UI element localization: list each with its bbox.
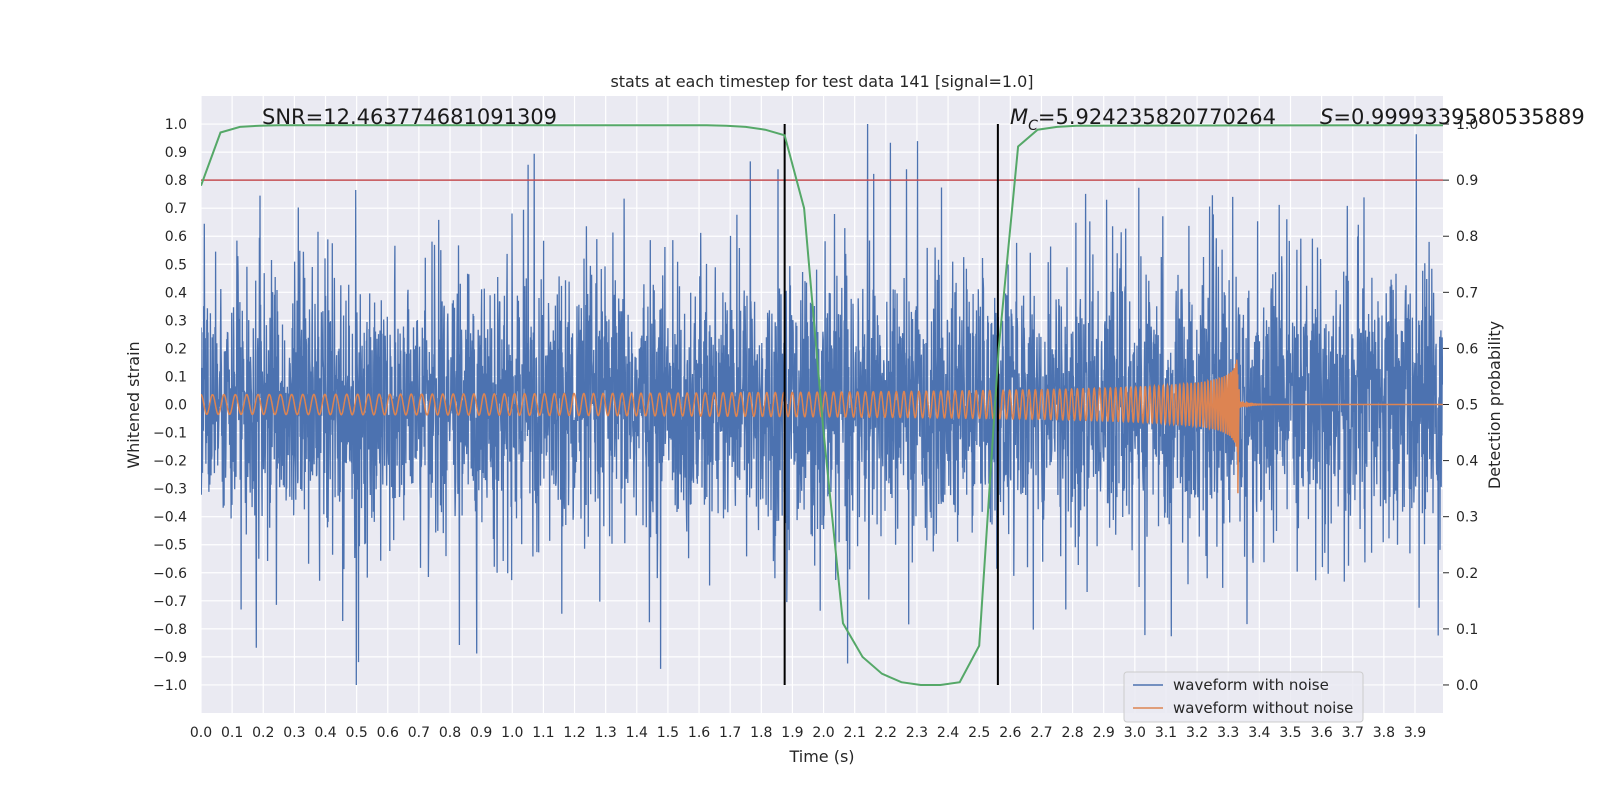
x-tick-label: 3.4 <box>1248 725 1270 741</box>
x-tick-label: 2.6 <box>999 725 1021 741</box>
y2-tick-label: 0.1 <box>1456 622 1478 638</box>
x-tick-label: 0.6 <box>377 725 399 741</box>
y-tick-label: −1.0 <box>153 678 187 694</box>
x-tick-label: 3.5 <box>1279 725 1301 741</box>
x-tick-label: 0.8 <box>439 725 461 741</box>
x-tick-label: 1.6 <box>688 725 710 741</box>
y-tick-label: −0.6 <box>153 566 187 582</box>
y-tick-label: −0.8 <box>153 622 187 638</box>
legend-box <box>1123 671 1364 723</box>
x-tick-label: 1.7 <box>719 725 741 741</box>
x-tick-label: 2.8 <box>1061 725 1083 741</box>
y-tick-label: 0.4 <box>165 285 187 301</box>
y-tick-label: −0.2 <box>153 454 187 470</box>
x-tick-label: 3.2 <box>1186 725 1208 741</box>
legend: waveform with noise waveform without noi… <box>1123 671 1364 723</box>
x-tick-label: 1.4 <box>626 725 648 741</box>
x-tick-label: 0.7 <box>408 725 430 741</box>
x-tick-label: 3.0 <box>1124 725 1146 741</box>
y-axis-ticks: 1.0 0.9 0.8 0.7 0.6 0.5 0.4 0.3 0.2 0.1 0.0 −0.1 −0.… <box>153 117 187 694</box>
y2-tick-label: 0.8 <box>1456 229 1478 245</box>
legend-label-noisy: waveform with noise <box>1173 676 1329 694</box>
y-tick-label: 0.3 <box>165 313 187 329</box>
y-tick-label: 0.2 <box>165 341 187 357</box>
snr-annotation: SNR=12.463774681091309 <box>262 105 557 129</box>
x-axis-label: Time (s) <box>788 747 854 766</box>
chart-title: stats at each timestep for test data 141… <box>610 72 1033 91</box>
x-tick-label: 0.5 <box>346 725 368 741</box>
x-tick-label: 2.4 <box>937 725 959 741</box>
x-tick-label: 2.2 <box>875 725 897 741</box>
y-tick-label: −0.5 <box>153 538 187 554</box>
x-tick-label: 0.3 <box>283 725 305 741</box>
x-tick-label: 2.9 <box>1093 725 1115 741</box>
y2-tick-label: 0.6 <box>1456 341 1478 357</box>
y2-axis-label: Detection probability <box>1485 321 1504 489</box>
y-tick-label: 0.9 <box>165 145 187 161</box>
y-tick-label: 0.7 <box>165 201 187 217</box>
y-tick-label: 0.5 <box>165 257 187 273</box>
x-tick-label: 2.5 <box>968 725 990 741</box>
x-tick-label: 0.0 <box>190 725 212 741</box>
x-tick-label: 0.4 <box>314 725 336 741</box>
x-tick-label: 1.9 <box>781 725 803 741</box>
chirp-mass-value: =5.924235820770264 <box>1038 105 1276 129</box>
y2-tick-label: 0.0 <box>1456 678 1478 694</box>
y-tick-label: 0.0 <box>165 398 187 414</box>
x-tick-label: 1.2 <box>563 725 585 741</box>
overlay <box>201 124 1443 686</box>
y-tick-label: −0.1 <box>153 426 187 442</box>
y2-tick-label: 0.7 <box>1456 285 1478 301</box>
x-tick-label: 1.1 <box>532 725 554 741</box>
series-waveform-with-noise <box>201 123 1443 686</box>
x-tick-label: 0.9 <box>470 725 492 741</box>
x-tick-label: 2.0 <box>812 725 834 741</box>
x-tick-label: 3.6 <box>1310 725 1332 741</box>
x-tick-label: 2.1 <box>844 725 866 741</box>
y-tick-label: −0.9 <box>153 650 187 666</box>
y2-tick-label: 0.5 <box>1456 398 1478 414</box>
x-tick-label: 0.2 <box>252 725 274 741</box>
chirp-mass-symbol: M <box>1010 105 1028 129</box>
y-tick-label: 0.6 <box>165 229 187 245</box>
x-tick-label: 2.3 <box>906 725 928 741</box>
detection-probability-line <box>201 124 1443 686</box>
y-tick-label: 1.0 <box>165 117 187 133</box>
x-tick-label: 1.3 <box>595 725 617 741</box>
x-tick-label: 3.3 <box>1217 725 1239 741</box>
y2-tick-label: 0.3 <box>1456 510 1478 526</box>
x-tick-label: 3.1 <box>1155 725 1177 741</box>
y-tick-label: −0.7 <box>153 594 187 610</box>
chirp-mass-annotation: MC=5.924235820770264 <box>1010 105 1276 134</box>
y-tick-label: −0.4 <box>153 510 187 526</box>
score-value: =0.9999339580535889 <box>1333 105 1584 129</box>
x-axis-ticks: 0.0 0.1 0.2 0.3 0.4 0.5 0.6 0.7 0.8 0.9 1.0 1.1 1.2 1… <box>190 725 1426 741</box>
score-annotation: S=0.9999339580535889 <box>1320 105 1585 129</box>
score-symbol: S <box>1320 105 1333 129</box>
x-tick-label: 1.5 <box>657 725 679 741</box>
x-tick-label: 3.7 <box>1342 725 1364 741</box>
y-tick-label: 0.1 <box>165 369 187 385</box>
x-tick-label: 2.7 <box>1030 725 1052 741</box>
x-tick-label: 1.8 <box>750 725 772 741</box>
chirp-mass-subscript: C <box>1028 118 1038 134</box>
legend-label-clean: waveform without noise <box>1173 699 1353 717</box>
x-tick-label: 1.0 <box>501 725 523 741</box>
y2-tick-label: 1.0 <box>1456 117 1478 133</box>
y2-axis-ticks: 1.0 0.9 0.8 0.7 0.6 0.5 0.4 0.3 0.2 0.1 0.0 <box>1443 117 1478 694</box>
y-tick-label: −0.3 <box>153 482 187 498</box>
x-tick-label: 3.9 <box>1404 725 1426 741</box>
x-tick-label: 3.8 <box>1373 725 1395 741</box>
noisy-waveform-line <box>201 123 1443 686</box>
y-tick-label: 0.8 <box>165 173 187 189</box>
y2-tick-label: 0.9 <box>1456 173 1478 189</box>
x-tick-label: 0.1 <box>221 725 243 741</box>
y-axis-label: Whitened strain <box>124 341 143 468</box>
y2-tick-label: 0.2 <box>1456 566 1478 582</box>
y2-tick-label: 0.4 <box>1456 454 1478 470</box>
